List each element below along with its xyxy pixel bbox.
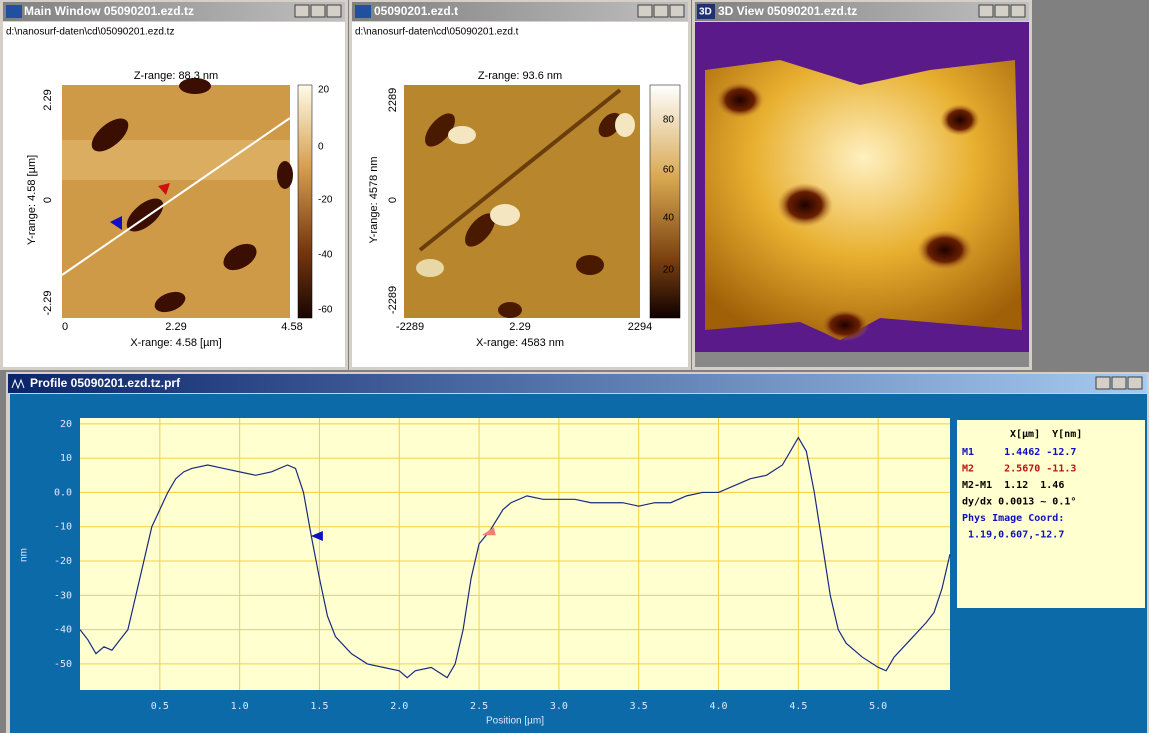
y-tick-label: -40 [54, 625, 72, 636]
x-tick-label: 3.0 [550, 701, 568, 712]
close-button[interactable] [1128, 377, 1142, 389]
y-tick-label: -2.29 [42, 290, 54, 315]
window-title: Main Window 05090201.ezd.tz [24, 4, 194, 18]
readout-line: M1 1.4462 -12.7 [962, 447, 1076, 458]
app-icon [6, 5, 22, 18]
colorbar-tick-label: 0 [318, 142, 324, 153]
z-range: Z-range: 88.3 nm [134, 70, 218, 82]
close-button[interactable] [670, 5, 684, 17]
colorbar-tick-label: 40 [663, 213, 675, 224]
screen: Main Window 05090201.ezd.tz 05090201.ezd… [0, 0, 1149, 733]
file-path: d:\nanosurf-daten\cd\05090201.ezd.tz [6, 27, 174, 38]
y-tick-label: -50 [54, 659, 72, 670]
minimize-button[interactable] [979, 5, 993, 17]
y-tick-label: 2.29 [42, 89, 54, 110]
plot-area [80, 418, 950, 690]
y-tick-label: 0 [42, 197, 54, 203]
afm-image [62, 85, 290, 318]
color-bar [298, 85, 312, 318]
colorbar-tick-label: -40 [318, 250, 333, 261]
y-label: Y-range: 4.58 [µm] [26, 155, 38, 245]
y-tick-label: -30 [54, 590, 72, 601]
x-tick-label: 4.58 [281, 321, 302, 333]
x-tick-label: -2289 [396, 321, 424, 333]
maximize-button[interactable] [311, 5, 325, 17]
minimize-button[interactable] [295, 5, 309, 17]
window-title: 05090201.ezd.t [374, 4, 458, 18]
colorbar-tick-label: 20 [318, 85, 330, 96]
x-tick-label: 3.5 [630, 701, 648, 712]
y-tick-label: -10 [54, 522, 72, 533]
z-range: Z-range: 93.6 nm [478, 70, 562, 82]
readout-line: M2 2.5670 -11.3 [962, 464, 1076, 475]
readout-line: M2-M1 1.12 1.46 [962, 480, 1064, 491]
y-axis-label: nm [19, 548, 30, 562]
x-tick-label: 2.29 [509, 321, 530, 333]
maximize-button[interactable] [995, 5, 1009, 17]
colorbar-tick-label: 80 [663, 115, 675, 126]
readout-line: 1.19,0.607,-12.7 [962, 530, 1064, 541]
maximize-button[interactable] [654, 5, 668, 17]
y-tick-label: 10 [60, 453, 72, 464]
window-title: Profile 05090201.ezd.tz.prf [30, 376, 181, 390]
y-tick-label: 2289 [387, 88, 399, 112]
close-button[interactable] [327, 5, 341, 17]
file-path: d:\nanosurf-daten\cd\05090201.ezd.t [355, 27, 519, 38]
readout-line: Phys Image Coord: [962, 513, 1064, 524]
x-label: X-range: 4.58 [µm] [130, 337, 221, 349]
colorbar-tick-label: 20 [663, 265, 675, 276]
close-button[interactable] [1011, 5, 1025, 17]
minimize-button[interactable] [638, 5, 652, 17]
x-label: X-range: 4583 nm [476, 337, 564, 349]
x-tick-label: 2.29 [165, 321, 186, 333]
x-tick-label: 0.5 [151, 701, 169, 712]
y-tick-label: -20 [54, 556, 72, 567]
colorbar-tick-label: -20 [318, 195, 333, 206]
y-tick-label: 0.0 [54, 487, 72, 498]
x-tick-label: 4.0 [710, 701, 728, 712]
x-tick-label: 0 [62, 321, 68, 333]
x-axis-label: Position [µm] [486, 716, 544, 727]
colorbar-tick-label: -60 [318, 305, 333, 316]
y-tick-label: 20 [60, 419, 72, 430]
x-tick-label: 1.5 [310, 701, 328, 712]
x-tick-label: 2.5 [470, 701, 488, 712]
y-tick-label: 0 [387, 197, 399, 203]
x-tick-label: 5.0 [869, 701, 887, 712]
view-floor [695, 352, 1029, 367]
y-tick-label: -2289 [387, 286, 399, 314]
colorbar-tick-label: 60 [663, 165, 675, 176]
app-icon [355, 5, 371, 18]
page: Main Window 05090201.ezd.tz 05090201.ezd… [0, 0, 1149, 733]
minimize-button[interactable] [1096, 377, 1110, 389]
readout-line: dy/dx 0.0013 ~ 0.1° [962, 497, 1076, 508]
icon-label: 3D [699, 7, 712, 18]
x-tick-label: 2.0 [390, 701, 408, 712]
window-title: 3D View 05090201.ezd.tz [718, 4, 857, 18]
x-tick-label: 1.0 [231, 701, 249, 712]
x-tick-label: 2294 [628, 321, 652, 333]
y-label: Y-range: 4578 nm [368, 156, 380, 243]
readout-header: X[µm] Y[nm] [1010, 429, 1082, 440]
maximize-button[interactable] [1112, 377, 1126, 389]
x-tick-label: 4.5 [789, 701, 807, 712]
